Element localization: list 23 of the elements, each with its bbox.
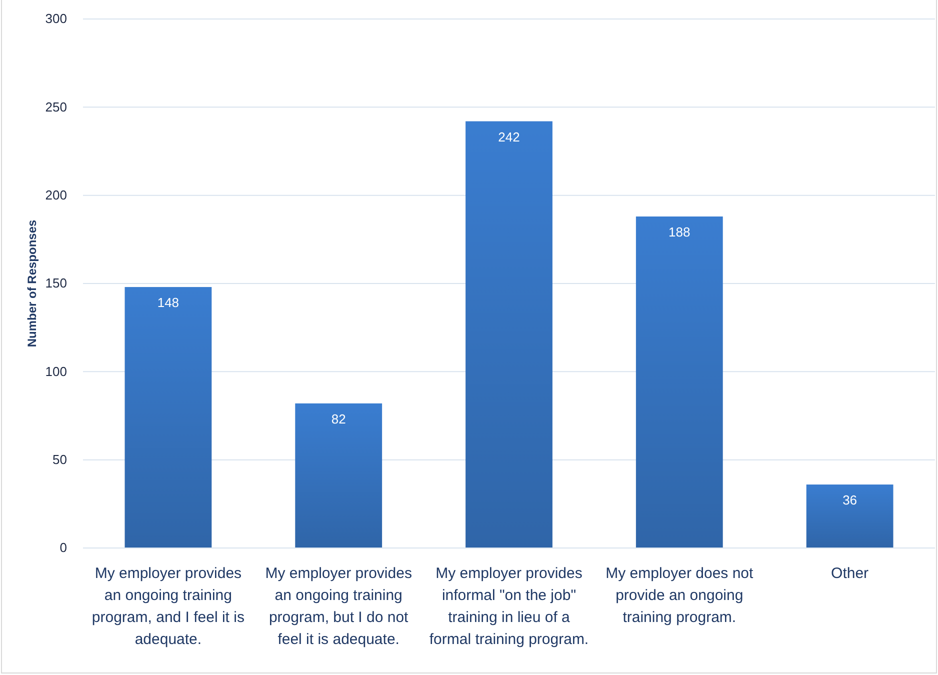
y-tick-label: 50	[52, 452, 67, 467]
y-axis-title: Number of Responses	[25, 219, 39, 348]
x-tick-label: My employer provides an ongoing training program, but I do not feel it is adequate.	[265, 565, 412, 648]
data-label: 188	[668, 224, 690, 240]
bar	[636, 216, 723, 548]
y-tick-label: 300	[45, 11, 67, 26]
data-label: 82	[331, 411, 346, 426]
bar	[295, 403, 382, 548]
x-tick-label: My employer provides informal "on the job" training in lieu of a formal training program.	[429, 565, 589, 648]
data-label: 36	[842, 492, 858, 508]
data-label: 242	[498, 129, 520, 144]
y-tick-label: 0	[60, 540, 67, 556]
data-label: 148	[157, 295, 180, 310]
bar	[806, 484, 894, 548]
y-tick-label: 250	[45, 99, 67, 114]
x-tick-label: My employer provides an ongoing training program, and I feel it is adequate.	[92, 565, 244, 648]
x-tick-label: My employer does not provide an ongoing training program.	[606, 565, 754, 626]
bar	[124, 287, 212, 548]
y-tick-label: 100	[45, 364, 67, 379]
bar	[466, 121, 552, 548]
x-tick-label: Other	[831, 565, 869, 582]
y-tick-label: 200	[45, 187, 67, 202]
y-tick-label: 150	[45, 276, 67, 291]
